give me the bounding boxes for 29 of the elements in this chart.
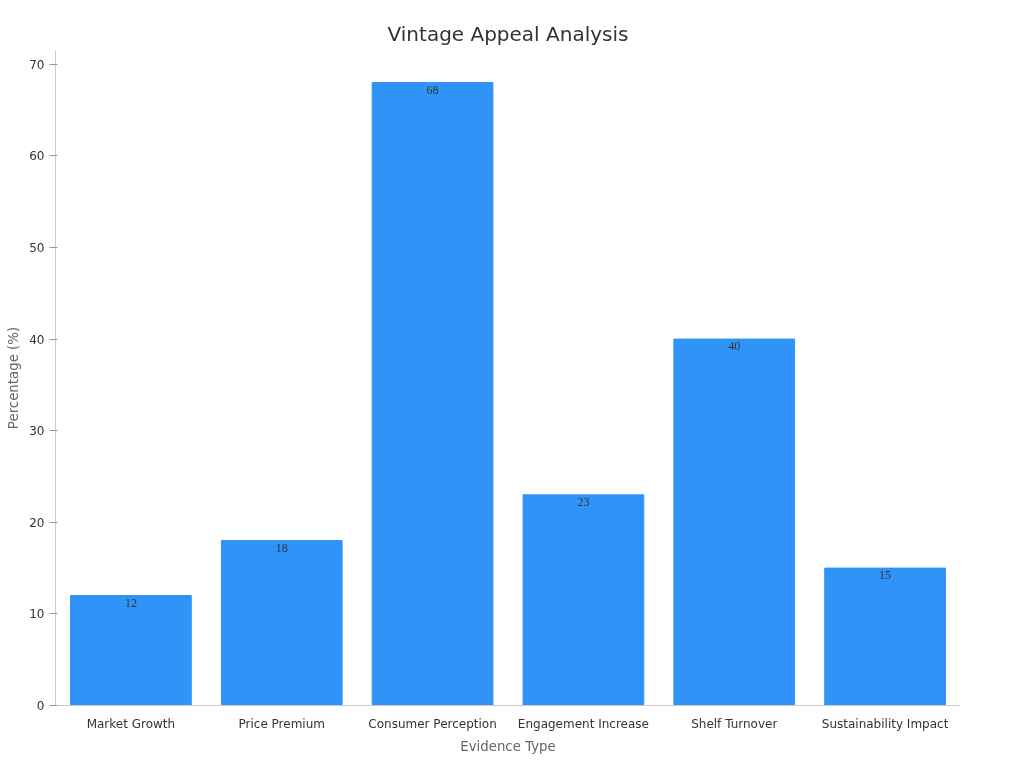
bar <box>371 82 494 706</box>
x-tick-label: Engagement Increase <box>517 716 649 731</box>
x-tick-label: Market Growth <box>86 716 176 731</box>
data-label: 18 <box>275 540 288 555</box>
y-tick-label: 20 <box>29 515 45 530</box>
bar <box>220 540 343 706</box>
x-tick-label: Sustainability Impact <box>821 716 949 731</box>
y-tick-label: 50 <box>29 240 45 255</box>
y-tick-label: 30 <box>29 424 45 439</box>
x-tick-label: Price Premium <box>238 716 325 731</box>
y-tick-label: 40 <box>29 332 45 347</box>
data-label: 12 <box>124 595 137 610</box>
x-tick-label: Shelf Turnover <box>691 716 778 731</box>
y-axis-title: Percentage (%) <box>6 326 22 430</box>
bar <box>522 494 645 706</box>
x-axis-title: Evidence Type <box>460 738 556 754</box>
bar <box>70 595 192 706</box>
data-label: 68 <box>426 82 439 97</box>
data-label: 40 <box>728 339 741 354</box>
y-tick-label: 10 <box>29 607 45 622</box>
data-label: 15 <box>879 568 892 583</box>
bar <box>673 338 796 706</box>
y-tick-label: 0 <box>36 699 45 713</box>
chart-title: Vintage Appeal Analysis <box>387 21 629 46</box>
data-label: 23 <box>577 494 590 509</box>
y-tick-label: 60 <box>29 149 45 164</box>
x-tick-label: Consumer Perception <box>368 716 497 731</box>
bar <box>824 567 946 706</box>
y-tick-label: 70 <box>29 57 45 72</box>
